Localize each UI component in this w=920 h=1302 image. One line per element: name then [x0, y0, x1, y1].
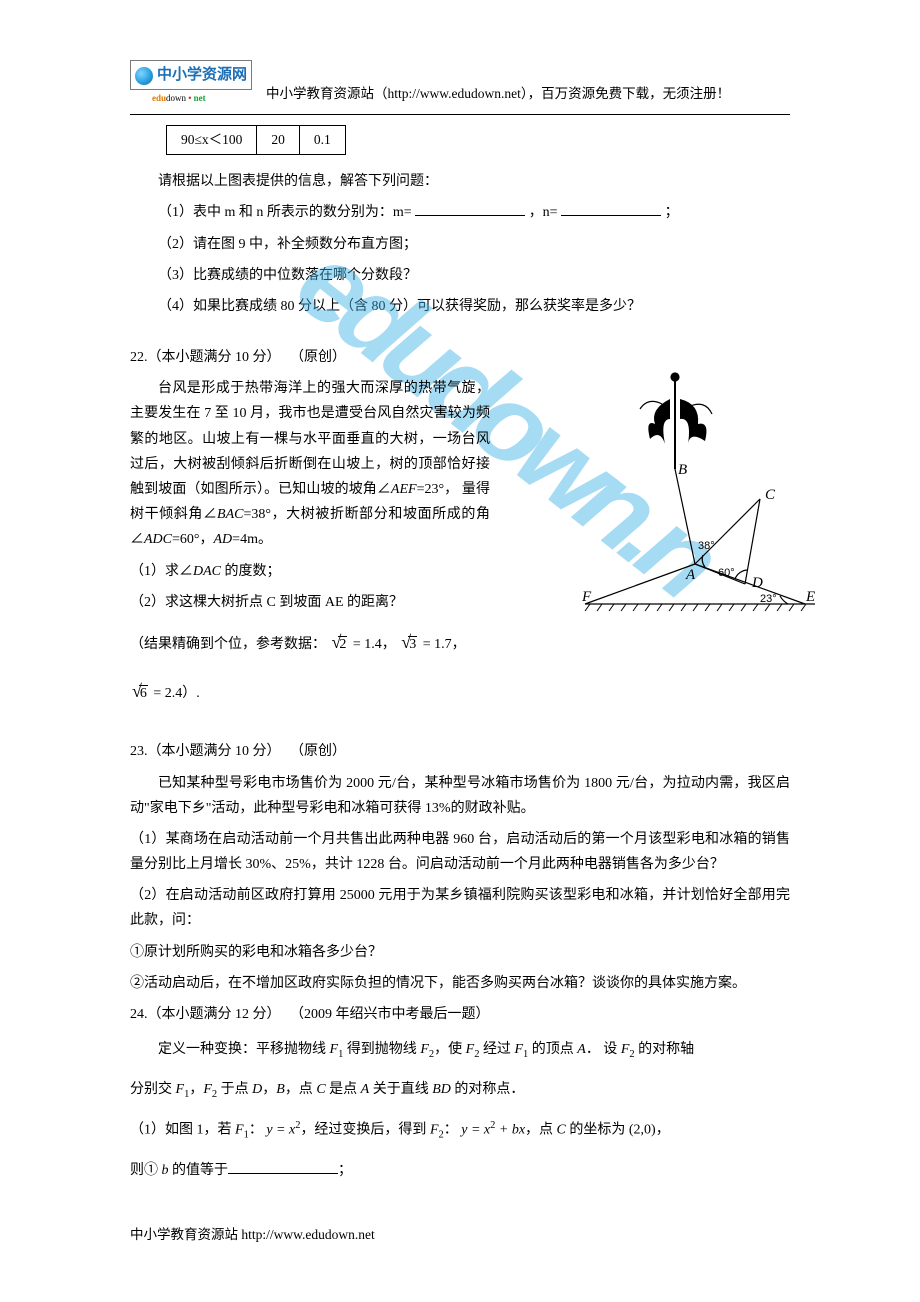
table-cell: 90≤x＜100 — [167, 125, 257, 154]
header-tagline: 中小学教育资源站（http://www.edudown.net），百万资源免费下… — [266, 82, 730, 106]
logo-text: 中小学资源网 — [157, 62, 247, 89]
q21-intro: 请根据以上图表提供的信息，解答下列问题： — [130, 169, 790, 194]
table-cell: 20 — [257, 125, 300, 154]
q22-origin: （原创） — [290, 350, 346, 365]
frequency-table: 90≤x＜100 20 0.1 — [166, 125, 346, 155]
q24-origin: （2009 年绍兴市中考最后一题） — [290, 1007, 490, 1022]
q21-p2: （2）请在图 9 中，补全频数分布直方图； — [130, 232, 790, 257]
label-B: B — [678, 462, 687, 478]
label-E: E — [805, 589, 815, 605]
label-C: C — [765, 487, 776, 503]
label-F: F — [581, 589, 592, 605]
angle-60: 60° — [718, 567, 735, 579]
q23-p2: （2）在启动活动前区政府打算用 25000 元用于为某乡镇福利院购买该型彩电和冰… — [130, 883, 790, 933]
q23-p1: （1）某商场在启动活动前一个月共售出此两种电器 960 台，启动活动后的第一个月… — [130, 827, 790, 877]
q21-p1: （1）表中 m 和 n 所表示的数分别为：m= ，n= ； — [130, 200, 790, 225]
table-row: 90≤x＜100 20 0.1 — [167, 125, 346, 154]
page-footer: 中小学教育资源站 http://www.edudown.net — [130, 1223, 790, 1247]
site-logo: 中小学资源网 — [130, 60, 252, 90]
blank-n — [561, 201, 661, 216]
globe-icon — [135, 67, 153, 85]
q23-title: 23.（本小题满分 10 分） — [130, 744, 281, 759]
q24-para1: 定义一种变换：平移抛物线 F1 得到抛物线 F2，使 F2 经过 F1 的顶点 … — [130, 1033, 790, 1067]
label-D: D — [751, 575, 763, 591]
angle-38: 38° — [698, 540, 715, 552]
q24-p1b: 则① b 的值等于； — [130, 1154, 790, 1188]
q21-p4: （4）如果比赛成绩 80 分以上（含 80 分）可以获得奖励，那么获奖率是多少？ — [130, 294, 790, 319]
logo-subdomain: edudown • net — [130, 90, 252, 106]
q22-title: 22.（本小题满分 10 分） — [130, 350, 281, 365]
q24-p1: （1）如图 1，若 F1： y = x2，经过变换后，得到 F2： y = x2… — [130, 1113, 790, 1148]
q21-p3: （3）比赛成绩的中位数落在哪个分数段？ — [130, 263, 790, 288]
q23-p2a: ①原计划所购买的彩电和冰箱各多少台？ — [130, 940, 790, 965]
blank-m — [415, 201, 525, 216]
q22-figure: B C A D E F 38° 60° 23° — [560, 349, 820, 649]
table-cell: 0.1 — [299, 125, 345, 154]
q24-title: 24.（本小题满分 12 分） — [130, 1007, 281, 1022]
q24-para2: 分别交 F1，F2 于点 D，B，点 C 是点 A 关于直线 BD 的对称点． — [130, 1073, 790, 1107]
q23-origin: （原创） — [290, 744, 346, 759]
question-24: 24.（本小题满分 12 分） （2009 年绍兴市中考最后一题） 定义一种变换… — [130, 1002, 790, 1187]
question-23: 23.（本小题满分 10 分） （原创） 已知某种型号彩电市场售价为 2000 … — [130, 739, 790, 996]
q22-hint: （结果精确到个位，参考数据： √2 = 1.4， √3 = 1.7， — [130, 621, 490, 664]
q23-para1: 已知某种型号彩电市场售价为 2000 元/台，某种型号冰箱市场售价为 1800 … — [130, 771, 790, 821]
angle-23: 23° — [760, 593, 777, 605]
site-logo-header: 中小学资源网 edudown • net 中小学教育资源站（http://www… — [130, 60, 790, 106]
label-A: A — [685, 567, 696, 583]
q22-2: （2）求这棵大树折点 C 到坡面 AE 的距离？ — [130, 590, 490, 615]
blank-b — [228, 1159, 338, 1174]
header-divider — [130, 114, 790, 115]
q22-para: 台风是形成于热带海洋上的强大而深厚的热带气旋，主要发生在 7 至 10 月，我市… — [130, 376, 490, 552]
question-22: 22.（本小题满分 10 分） （原创） 台风是形成于热带海洋上的强大而深厚的热… — [130, 345, 790, 713]
q23-p2b: ②活动启动后，在不增加区政府实际负担的情况下，能否多购买两台冰箱？谈谈你的具体实… — [130, 971, 790, 996]
q22-hint2: √6 = 2.4）. — [130, 670, 490, 713]
q22-1: （1）求∠DAC 的度数； — [130, 559, 490, 584]
